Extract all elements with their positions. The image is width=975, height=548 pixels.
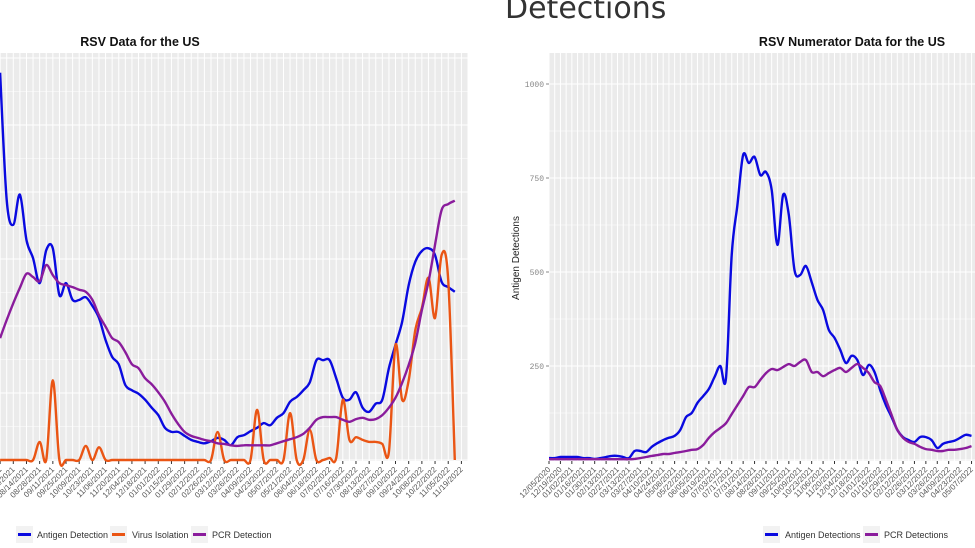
- legend-label: Virus Isolation: [132, 530, 188, 540]
- y-tick-label: 1000: [525, 81, 544, 90]
- right-x-ticks: 12/05/202012/19/202001/02/202101/16/2021…: [518, 461, 975, 500]
- legend-label: PCR Detections: [884, 530, 949, 540]
- right-grid: [548, 53, 975, 461]
- left-chart-rsv-data: RSV Data for the US 07/17/202107/31/2021…: [0, 35, 469, 543]
- plot-panel: [549, 53, 975, 461]
- series-line-pcr-detections: [548, 358, 972, 461]
- right-series-lines: [548, 152, 972, 461]
- legend-label: Antigen Detection: [37, 530, 108, 540]
- legend-label: PCR Detection: [212, 530, 272, 540]
- legend-item: PCR Detections: [863, 526, 949, 543]
- legend-item: PCR Detection: [191, 526, 272, 543]
- right-y-axis-label: Antigen Detections: [511, 216, 522, 300]
- left-x-ticks: 07/17/202107/31/202108/14/202108/28/2021…: [0, 461, 465, 500]
- series-line-antigen-detection: [0, 72, 456, 447]
- page-heading: Detections: [505, 0, 667, 26]
- left-legend: Antigen Detection Virus Isolation PCR Dete…: [16, 526, 272, 543]
- right-chart-title: RSV Numerator Data for the US: [759, 35, 945, 49]
- y-tick-label: 250: [530, 363, 545, 372]
- y-tick-label: 750: [530, 175, 545, 184]
- left-chart-title: RSV Data for the US: [80, 35, 199, 49]
- legend-item: Antigen Detection: [16, 526, 108, 543]
- series-line-pcr-detection: [0, 199, 456, 448]
- left-grid: [0, 53, 469, 461]
- legend-item: Antigen Detections: [763, 526, 861, 543]
- y-tick-label: 500: [530, 269, 545, 278]
- legend-label: Antigen Detections: [785, 530, 861, 540]
- right-chart-rsv-numerator: RSV Numerator Data for the US Antigen De…: [511, 35, 975, 543]
- plot-panel: [0, 53, 468, 461]
- right-y-ticks: 250 500 750 1000: [525, 81, 549, 372]
- right-legend: Antigen Detections PCR Detections: [763, 526, 949, 543]
- left-series-lines: [0, 72, 456, 468]
- series-line-virus-isolation: [0, 249, 456, 468]
- legend-item: Virus Isolation: [110, 526, 188, 543]
